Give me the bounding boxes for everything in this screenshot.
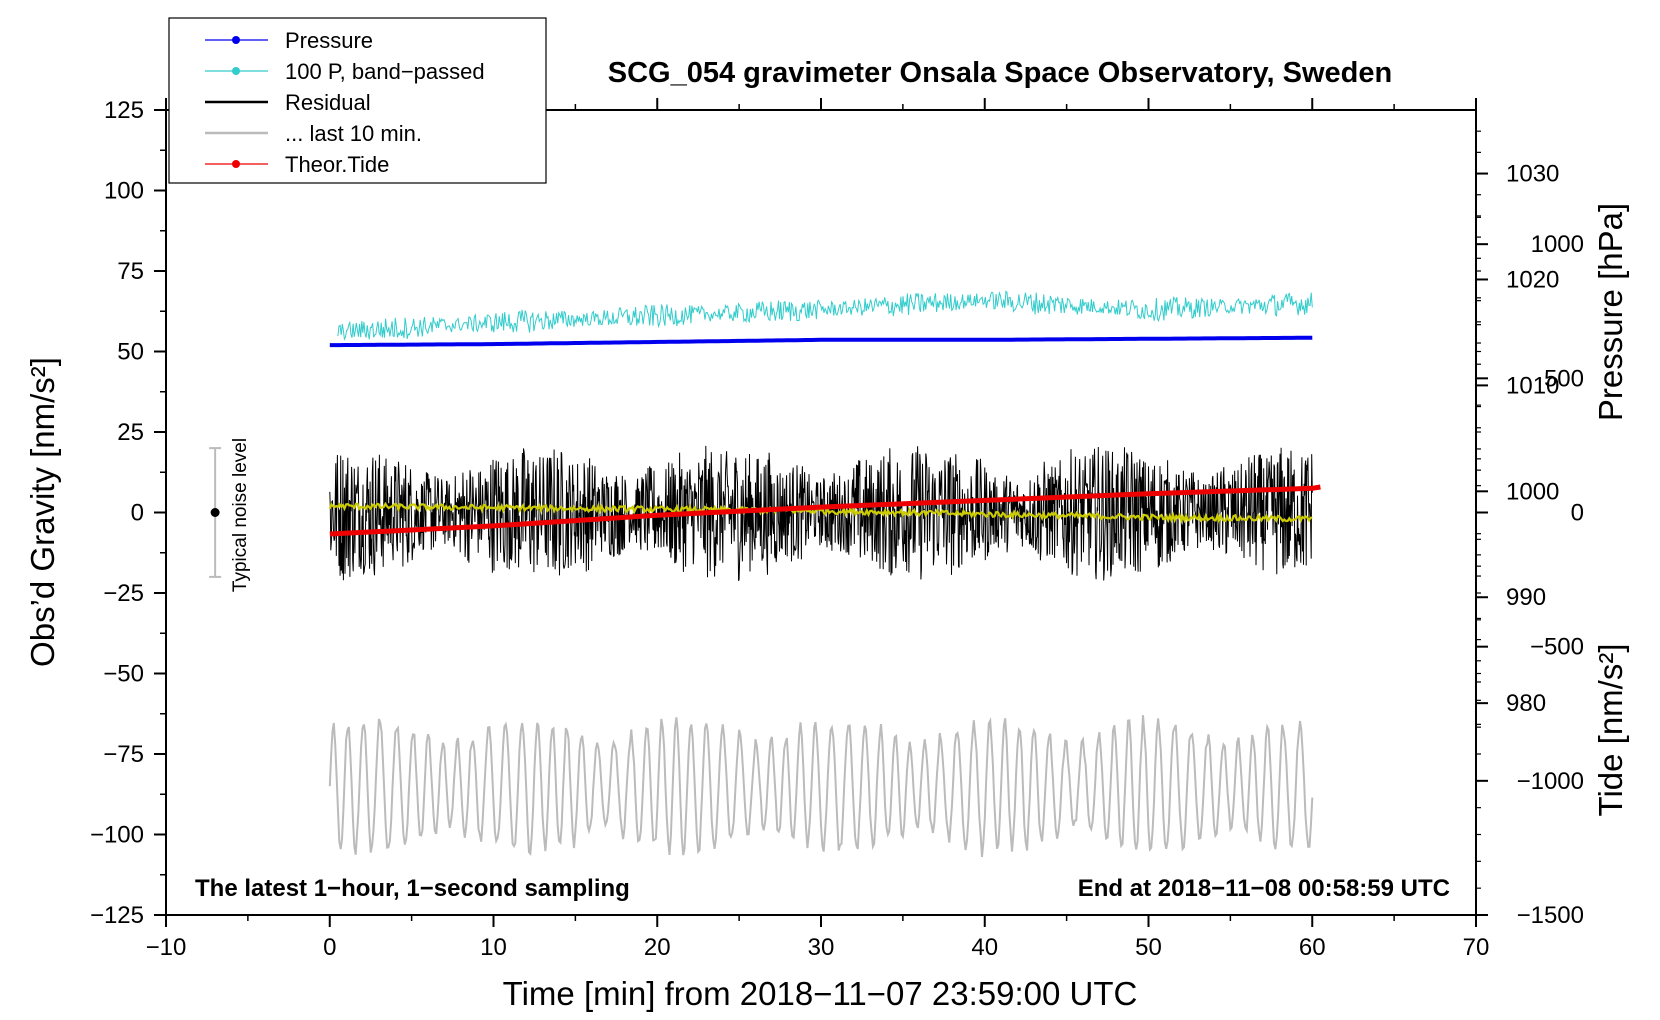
y-tick-label: 0 [131,500,144,527]
x-tick-label: 40 [971,934,998,961]
x-tick-label: 30 [808,934,835,961]
y-axis-left-title: Obs’d Gravity [nm/s²] [24,357,61,667]
series-pressure-line [329,335,1313,348]
y-tick-label: 125 [104,97,144,124]
legend-label-1: 100 P, band−passed [285,59,485,84]
y-tick-label: −25 [103,580,144,607]
tide-tick-label: 0 [1571,500,1584,527]
y-tick-label: 25 [117,419,144,446]
y-tick-label: −100 [90,822,144,849]
y-tick-label: 75 [117,258,144,285]
legend-label-0: Pressure [285,28,373,53]
pressure-tick-label: 1000 [1506,478,1559,505]
x-tick-label: 0 [323,934,336,961]
annotation-sampling: The latest 1−hour, 1−second sampling [195,875,630,902]
series-band-passed-line [337,290,1313,341]
y-axis-tide-title: Tide [nm/s²] [1592,644,1629,817]
pressure-tick-label: 1010 [1506,372,1559,399]
chart-title: SCG_054 gravimeter Onsala Space Observat… [608,57,1392,89]
x-tick-label: 20 [644,934,671,961]
series-layer [328,290,1321,858]
legend: Pressure 100 P, band−passed Residual ... la… [168,17,547,184]
x-tick-label: 50 [1135,934,1162,961]
legend-marker-0 [232,36,240,44]
x-tick-label: 10 [480,934,507,961]
tide-tick-label: −1500 [1517,902,1584,929]
annotation-end-time: End at 2018−11−08 00:58:59 UTC [1078,875,1450,902]
y-axis-pressure: 1030 1020 1010 1000 990 980 [1475,110,1559,746]
tide-tick-label: 500 [1544,365,1584,392]
legend-label-4: Theor.Tide [285,152,389,177]
pressure-tick-label: 1020 [1506,266,1559,293]
y-axis-tide: 1000 500 0 −500 −1000 −1500 [1476,216,1584,929]
pressure-tick-label: 980 [1506,690,1546,717]
pressure-tick-label: 1030 [1506,161,1559,188]
series-residual-smoothed-line [328,501,1313,525]
x-tick-label: 70 [1463,934,1490,961]
tide-tick-label: 1000 [1531,231,1584,258]
y-axis-pressure-title: Pressure [hPa] [1592,203,1629,421]
noise-bar [209,447,222,578]
y-tick-label: −125 [90,902,144,929]
noise-bar-center-dot [210,508,220,517]
tide-tick-label: −500 [1530,634,1584,661]
series-tide-line [329,484,1321,537]
series-last-10-min-line [328,715,1314,858]
legend-label-3: ... last 10 min. [285,121,422,146]
legend-box [168,17,547,184]
y-tick-label: −50 [103,661,144,688]
noise-bar-label: Typical noise level [230,438,251,592]
legend-marker-4 [232,160,240,168]
y-tick-label: −75 [103,741,144,768]
pressure-tick-label: 990 [1506,584,1546,611]
tide-tick-label: −1000 [1517,768,1584,795]
legend-label-2: Residual [285,90,371,115]
y-tick-label: 50 [117,339,144,366]
series-residual-line [329,445,1313,582]
x-tick-label: −10 [146,934,187,961]
y-axis-left: 125 100 75 50 25 0 −25 −50 −75 −100 −125 [90,97,166,929]
x-axis-title: Time [min] from 2018−11−07 23:59:00 UTC [503,975,1138,1012]
legend-marker-1 [232,67,240,75]
y-tick-label: 100 [104,178,144,205]
x-tick-label: 60 [1299,934,1326,961]
